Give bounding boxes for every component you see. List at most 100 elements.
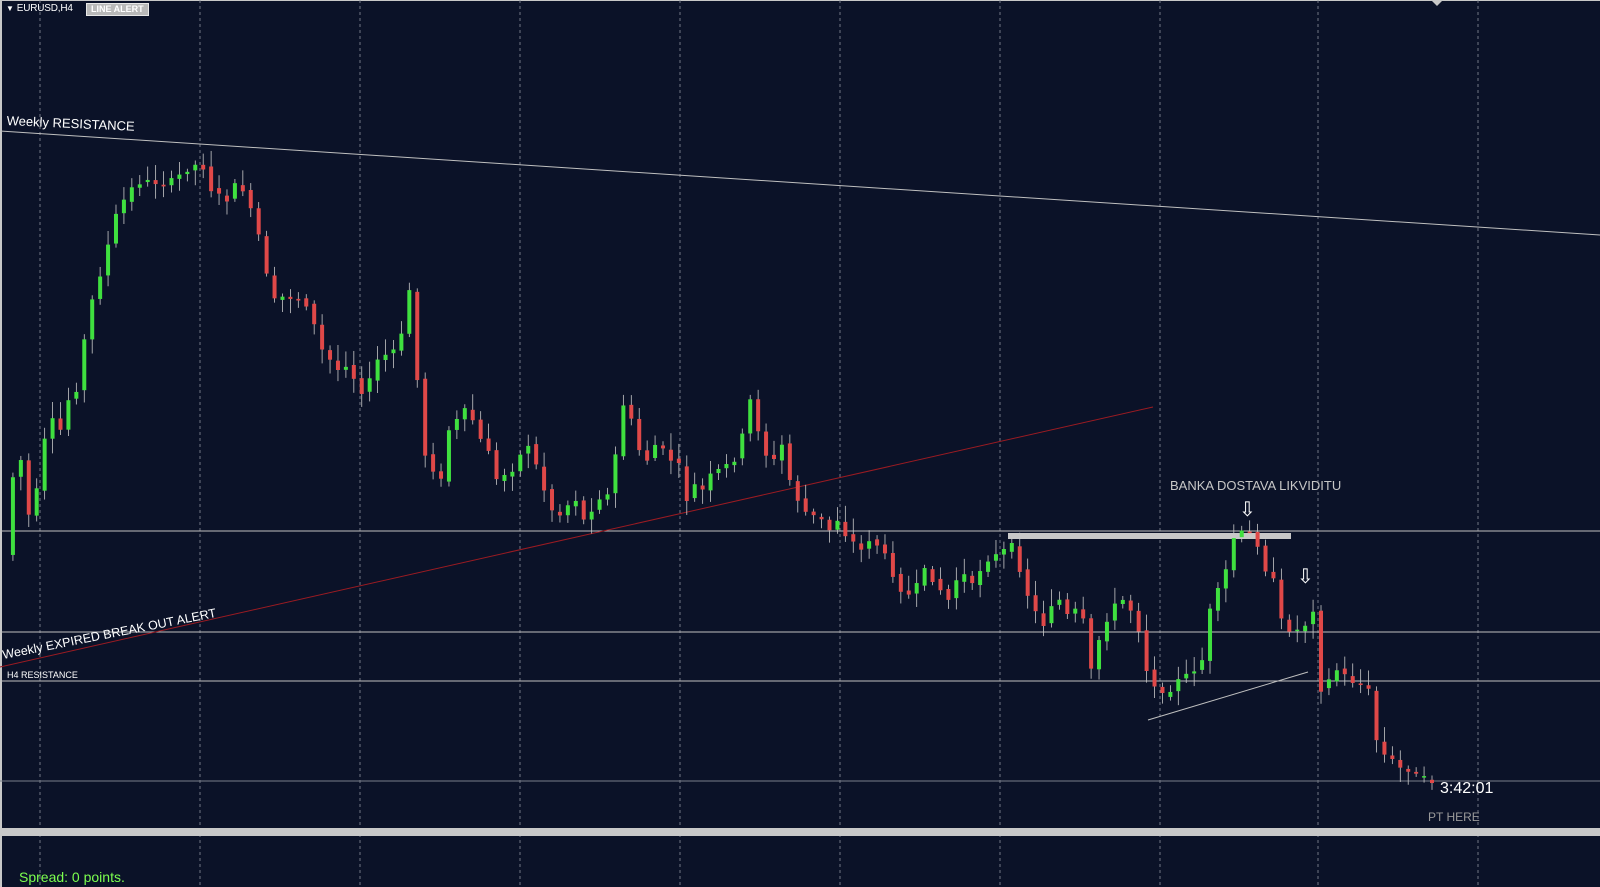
bear-candle[interactable] (217, 188, 222, 194)
bull-candle[interactable] (526, 445, 531, 454)
bull-candle[interactable] (1223, 569, 1228, 589)
bull-candle[interactable] (454, 419, 459, 430)
bull-candle[interactable] (621, 405, 626, 457)
bull-candle[interactable] (1334, 670, 1339, 682)
bear-candle[interactable] (637, 418, 642, 451)
bull-candle[interactable] (34, 488, 39, 516)
bear-candle[interactable] (1160, 686, 1165, 694)
bear-candle[interactable] (1033, 595, 1038, 612)
bull-candle[interactable] (74, 391, 79, 399)
bull-candle[interactable] (177, 174, 182, 179)
bear-candle[interactable] (1271, 571, 1276, 579)
bear-candle[interactable] (256, 208, 261, 235)
bear-candle[interactable] (756, 399, 761, 432)
bear-candle[interactable] (1081, 609, 1086, 619)
bull-candle[interactable] (280, 296, 285, 300)
bull-candle[interactable] (993, 554, 998, 561)
bull-candle[interactable] (1311, 611, 1316, 625)
bear-candle[interactable] (248, 189, 253, 209)
symbol-label[interactable]: ▼ EURUSD,H4 (6, 3, 73, 14)
bear-candle[interactable] (288, 296, 293, 299)
bull-candle[interactable] (1239, 530, 1244, 538)
bear-candle[interactable] (439, 471, 444, 479)
bull-candle[interactable] (90, 299, 95, 340)
bear-candle[interactable] (906, 590, 911, 595)
bear-candle[interactable] (827, 519, 832, 531)
bull-candle[interactable] (653, 444, 658, 459)
bull-candle[interactable] (1120, 599, 1125, 604)
bear-candle[interactable] (1025, 569, 1030, 596)
bull-candle[interactable] (1215, 588, 1220, 611)
bull-candle[interactable] (367, 378, 372, 392)
bear-candle[interactable] (1398, 759, 1403, 768)
bull-candle[interactable] (145, 179, 150, 183)
bull-candle[interactable] (383, 354, 388, 361)
bull-candle[interactable] (1097, 640, 1102, 670)
bull-candle[interactable] (113, 213, 118, 244)
bull-candle[interactable] (446, 430, 451, 482)
chart-shift-marker[interactable] (1431, 0, 1443, 6)
bull-candle[interactable] (98, 276, 103, 299)
bear-candle[interactable] (668, 449, 673, 461)
bull-candle[interactable] (740, 433, 745, 459)
bear-candle[interactable] (1390, 755, 1395, 760)
bull-candle[interactable] (391, 349, 396, 354)
bear-candle[interactable] (264, 236, 269, 274)
bear-candle[interactable] (415, 291, 420, 381)
bear-candle[interactable] (486, 438, 491, 451)
bear-candle[interactable] (629, 404, 634, 419)
bear-candle[interactable] (1358, 683, 1363, 686)
bull-candle[interactable] (10, 477, 15, 555)
bull-candle[interactable] (232, 183, 237, 199)
bull-candle[interactable] (1208, 608, 1213, 661)
bear-candle[interactable] (946, 589, 951, 600)
bear-candle[interactable] (803, 498, 808, 512)
bull-candle[interactable] (732, 461, 737, 466)
wedge-trendline[interactable] (1147, 671, 1309, 721)
weekly-resistance-trendline[interactable] (0, 130, 1600, 236)
bull-candle[interactable] (692, 484, 697, 499)
bear-candle[interactable] (272, 275, 277, 299)
bull-candle[interactable] (597, 499, 602, 510)
bear-candle[interactable] (859, 543, 864, 550)
bear-candle[interactable] (843, 521, 848, 537)
bear-candle[interactable] (676, 458, 681, 464)
bear-candle[interactable] (700, 485, 705, 490)
bear-candle[interactable] (875, 539, 880, 546)
bull-candle[interactable] (50, 418, 55, 439)
bull-candle[interactable] (510, 471, 515, 477)
bear-candle[interactable] (819, 516, 824, 520)
bear-candle[interactable] (1279, 579, 1284, 619)
bull-candle[interactable] (1104, 621, 1109, 642)
bear-candle[interactable] (153, 180, 158, 185)
bear-candle[interactable] (1136, 610, 1141, 632)
bear-candle[interactable] (312, 303, 317, 325)
bull-candle[interactable] (399, 333, 404, 351)
bear-candle[interactable] (1255, 531, 1260, 547)
bull-candle[interactable] (922, 568, 927, 586)
bear-candle[interactable] (938, 578, 943, 591)
triangle-down-icon[interactable]: ▼ (6, 4, 14, 13)
bear-candle[interactable] (1089, 618, 1094, 669)
bull-candle[interactable] (867, 541, 872, 549)
bear-candle[interactable] (970, 575, 975, 584)
bull-candle[interactable] (954, 580, 959, 599)
bear-candle[interactable] (1247, 531, 1252, 534)
bear-candle[interactable] (661, 445, 666, 449)
bear-candle[interactable] (684, 466, 689, 502)
bull-candle[interactable] (1295, 629, 1300, 632)
bull-candle[interactable] (343, 366, 348, 370)
bull-candle[interactable] (42, 438, 47, 491)
bull-candle[interactable] (565, 505, 570, 516)
bear-candle[interactable] (1406, 768, 1411, 772)
bull-candle[interactable] (137, 184, 142, 188)
bear-candle[interactable] (224, 195, 229, 202)
bear-candle[interactable] (1065, 599, 1070, 615)
bull-candle[interactable] (185, 171, 190, 175)
bull-candle[interactable] (1192, 671, 1197, 674)
bull-candle[interactable] (962, 574, 967, 582)
red-trendline[interactable] (0, 406, 1154, 668)
bear-candle[interactable] (1017, 546, 1022, 572)
bear-candle[interactable] (1287, 619, 1292, 632)
